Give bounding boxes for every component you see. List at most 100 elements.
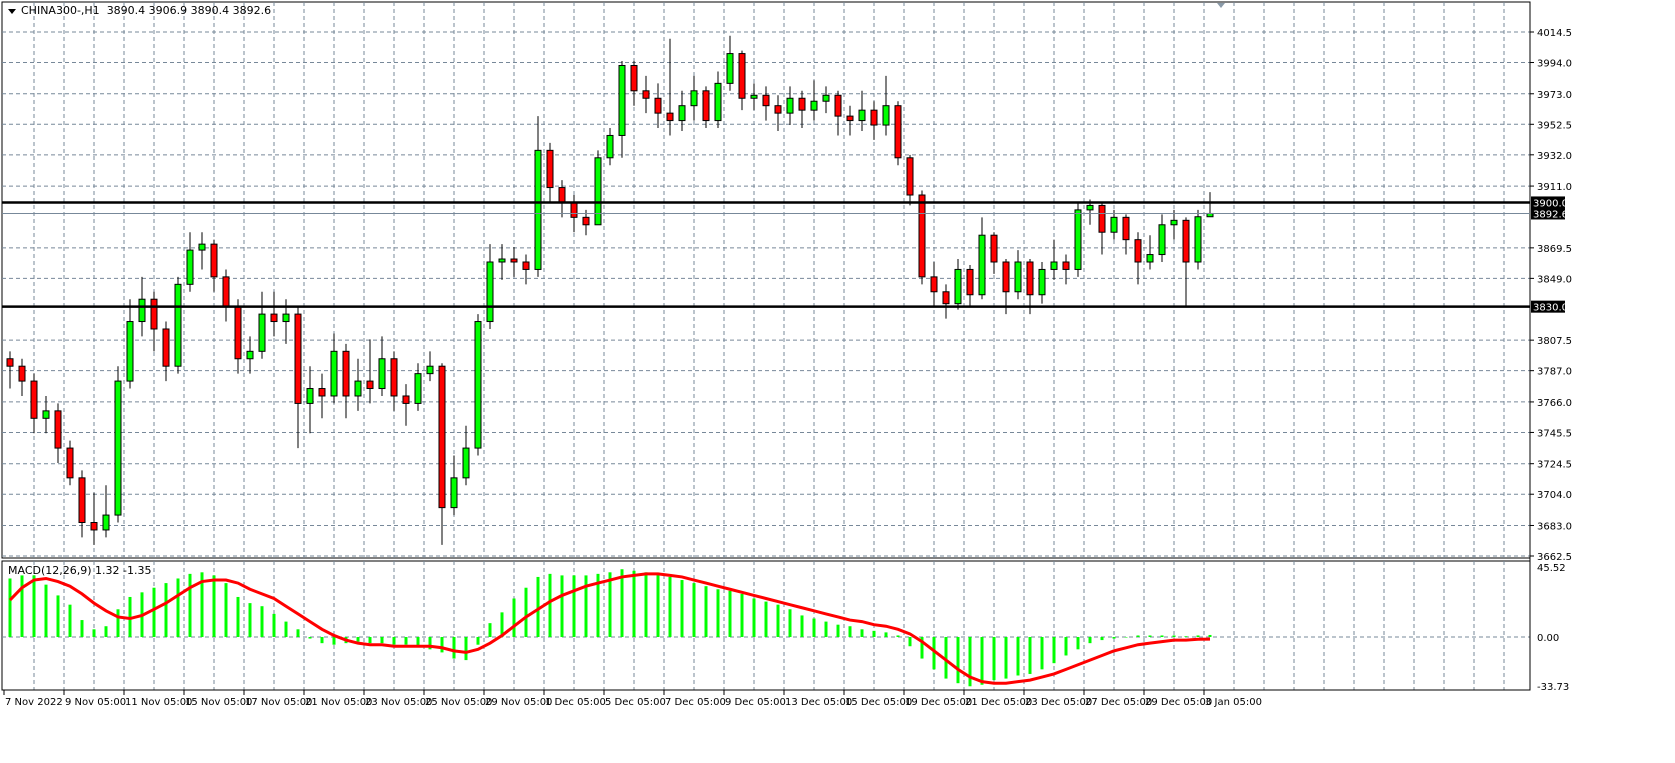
candle-bull [978, 234, 986, 296]
time-tick-label: 9 Nov 05:00 [65, 697, 126, 708]
price-tick-label: 3704.0 [1537, 490, 1572, 501]
macd-tick-label: 0.00 [1537, 633, 1559, 644]
level-price-tag [1531, 196, 1565, 209]
macd-histogram-bar [452, 637, 456, 659]
price-tick-label: 3766.0 [1537, 398, 1572, 409]
macd-histogram-bar [272, 613, 276, 637]
macd-histogram-bar [776, 604, 780, 637]
macd-histogram-bar [1076, 637, 1080, 650]
level-price-label: 3830.0 [1533, 303, 1568, 314]
macd-histogram-bar [752, 598, 756, 637]
price-tick-label: 3807.5 [1537, 336, 1572, 347]
candle-bull [486, 261, 494, 323]
time-tick-label: 1 Dec 05:00 [545, 697, 606, 708]
candle-bull [690, 90, 698, 107]
candle-bear [942, 291, 950, 305]
macd-histogram-bar [608, 572, 612, 637]
macd-histogram-bar [152, 587, 156, 637]
macd-histogram-bar [860, 629, 864, 637]
macd-main-value: 1.32 [95, 564, 120, 577]
candle-bull [450, 477, 458, 509]
candle-bear [342, 350, 350, 397]
price-tick-label: 3724.5 [1537, 460, 1572, 471]
candle-bull [138, 298, 146, 323]
candle-bear [54, 410, 62, 449]
macd-histogram-bar [212, 575, 216, 637]
time-tick-label: 25 Nov 05:00 [425, 697, 492, 708]
candle-bear [222, 276, 230, 308]
candle-bear [1098, 204, 1106, 233]
price-tick-label: 3994.0 [1537, 59, 1572, 70]
macd-histogram-bar [596, 573, 600, 637]
candle-bull [462, 447, 470, 479]
candle-bear [270, 313, 278, 323]
candle-bull [354, 380, 362, 397]
macd-histogram-bar [1148, 635, 1152, 637]
macd-histogram-bar [188, 573, 192, 637]
candle-bull [474, 321, 482, 449]
macd-histogram-bar [524, 587, 528, 637]
macd-histogram-bar [428, 637, 432, 650]
candle-bear [906, 157, 914, 196]
macd-histogram-bar [992, 637, 996, 681]
candle-bear [390, 358, 398, 397]
candle-bear [366, 380, 374, 390]
time-tick-label: 29 Dec 05:00 [1145, 697, 1212, 708]
macd-histogram-bar [788, 609, 792, 637]
macd-histogram-bar [944, 637, 948, 679]
macd-histogram-bar [956, 637, 960, 684]
time-tick-label: 23 Dec 05:00 [1025, 697, 1092, 708]
symbol-label: CHINA300-,H1 [21, 4, 100, 17]
level-price-tag [1531, 300, 1565, 313]
macd-histogram-bar [488, 623, 492, 637]
candle-bear [774, 105, 782, 114]
candle-bear [846, 115, 854, 122]
candle-bear [798, 97, 806, 111]
time-tick-label: 11 Nov 05:00 [125, 697, 192, 708]
candle-bear [1002, 261, 1010, 293]
candle-bull [822, 94, 830, 102]
macd-histogram-bar [380, 637, 384, 644]
time-tick-label: 23 Nov 05:00 [365, 697, 432, 708]
candle-bear [234, 306, 242, 360]
macd-histogram-bar [1124, 637, 1128, 638]
chart-header: CHINA300-,H1 3890.4 3906.9 3890.4 3892.6 [8, 4, 271, 17]
macd-histogram-bar [764, 601, 768, 637]
macd-histogram-bar [392, 637, 396, 645]
macd-histogram-bar [440, 637, 444, 653]
macd-histogram-bar [1100, 637, 1104, 641]
candle-bear [1182, 219, 1190, 263]
price-tick-label: 3683.0 [1537, 521, 1572, 532]
candle-bear [582, 216, 590, 226]
macd-histogram-bar [932, 637, 936, 670]
chart-shift-marker-icon[interactable] [1217, 3, 1225, 8]
macd-tick-label: -33.73 [1537, 682, 1569, 693]
macd-histogram-bar [464, 637, 468, 661]
price-tick-label: 3952.5 [1537, 120, 1572, 131]
candle-bear [30, 380, 38, 419]
macd-histogram-bar [1136, 635, 1140, 637]
candle-bear [702, 90, 710, 122]
time-tick-label: 29 Nov 05:00 [485, 697, 552, 708]
candle-bull [1158, 224, 1166, 256]
candle-bear [930, 276, 938, 293]
candle-bull [618, 64, 626, 136]
candle-bear [762, 94, 770, 107]
macd-histogram-bar [1184, 636, 1188, 637]
candle-bear [1062, 261, 1070, 270]
collapse-triangle-icon[interactable] [8, 8, 16, 14]
price-tick-label: 3869.5 [1537, 244, 1572, 255]
candle-bear [918, 194, 926, 278]
candle-bear [402, 395, 410, 404]
macd-histogram-bar [548, 573, 552, 637]
price-tick-label: 3745.5 [1537, 428, 1572, 439]
macd-histogram-bar [1196, 635, 1200, 637]
macd-histogram-bar [644, 572, 648, 637]
candle-bull [786, 97, 794, 114]
candle-bull [42, 410, 50, 419]
time-tick-label: 7 Nov 2022 [5, 697, 63, 708]
candle-bull [1110, 216, 1118, 233]
time-tick-label: 3 Jan 05:00 [1205, 697, 1262, 708]
macd-histogram-bar [656, 573, 660, 637]
